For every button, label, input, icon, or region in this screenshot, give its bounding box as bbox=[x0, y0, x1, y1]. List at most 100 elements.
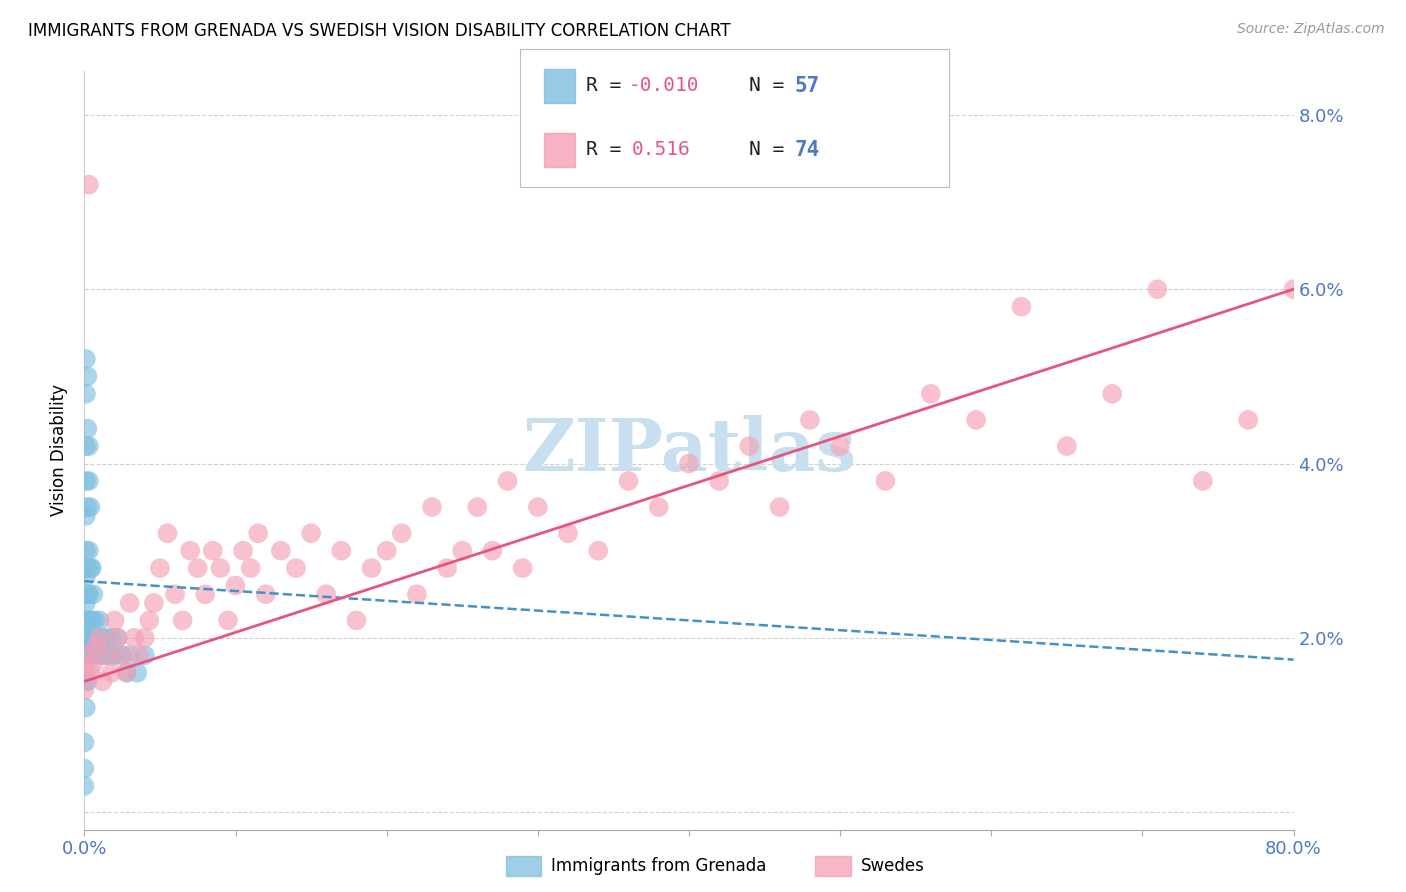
Text: N =: N = bbox=[749, 140, 796, 160]
Point bbox=[84, 614, 107, 628]
Text: Swedes: Swedes bbox=[860, 857, 924, 875]
Point bbox=[73, 683, 96, 698]
Point bbox=[247, 526, 270, 541]
Point bbox=[254, 587, 277, 601]
Point bbox=[769, 500, 792, 515]
Point bbox=[96, 648, 118, 663]
Point bbox=[89, 614, 111, 628]
Point bbox=[77, 631, 100, 645]
Point bbox=[77, 648, 100, 663]
Text: ZIPatlas: ZIPatlas bbox=[522, 415, 856, 486]
Point bbox=[799, 413, 821, 427]
Text: IMMIGRANTS FROM GRENADA VS SWEDISH VISION DISABILITY CORRELATION CHART: IMMIGRANTS FROM GRENADA VS SWEDISH VISIO… bbox=[28, 22, 731, 40]
Point bbox=[76, 422, 98, 436]
Point bbox=[115, 665, 138, 680]
Point bbox=[82, 631, 104, 645]
Point bbox=[73, 779, 96, 793]
Point bbox=[75, 508, 97, 523]
Point bbox=[481, 543, 503, 558]
Point bbox=[98, 648, 121, 663]
Point bbox=[406, 587, 429, 601]
Point bbox=[1146, 282, 1168, 296]
Point bbox=[436, 561, 458, 575]
Point bbox=[138, 614, 160, 628]
Point bbox=[76, 631, 98, 645]
Point bbox=[107, 631, 129, 645]
Point bbox=[79, 648, 101, 663]
Point bbox=[738, 439, 761, 453]
Point bbox=[165, 587, 187, 601]
Point bbox=[209, 561, 232, 575]
Point bbox=[270, 543, 292, 558]
Point bbox=[76, 648, 98, 663]
Point bbox=[100, 631, 122, 645]
Point bbox=[330, 543, 353, 558]
Point bbox=[201, 543, 224, 558]
Point bbox=[104, 648, 127, 663]
Point bbox=[527, 500, 550, 515]
Point bbox=[87, 648, 110, 663]
Point bbox=[75, 665, 97, 680]
Point bbox=[76, 648, 98, 663]
Text: N =: N = bbox=[749, 76, 796, 95]
Point bbox=[285, 561, 308, 575]
Point bbox=[75, 700, 97, 714]
Point bbox=[512, 561, 534, 575]
Point bbox=[75, 543, 97, 558]
Point bbox=[75, 474, 97, 488]
Point bbox=[79, 561, 101, 575]
Point bbox=[75, 386, 97, 401]
Point bbox=[79, 614, 101, 628]
Point bbox=[1237, 413, 1260, 427]
Point bbox=[76, 587, 98, 601]
Point bbox=[75, 648, 97, 663]
Point bbox=[127, 665, 149, 680]
Point bbox=[496, 474, 519, 488]
Point bbox=[557, 526, 579, 541]
Point bbox=[142, 596, 165, 610]
Point bbox=[77, 439, 100, 453]
Point bbox=[1101, 386, 1123, 401]
Point bbox=[678, 457, 700, 471]
Point bbox=[76, 674, 98, 689]
Point bbox=[451, 543, 474, 558]
Point bbox=[82, 587, 104, 601]
Point bbox=[617, 474, 640, 488]
Point bbox=[134, 631, 156, 645]
Point bbox=[73, 762, 96, 776]
Text: R =: R = bbox=[586, 140, 645, 160]
Point bbox=[122, 631, 145, 645]
Point bbox=[76, 561, 98, 575]
Point bbox=[96, 648, 118, 663]
Point bbox=[648, 500, 671, 515]
Point bbox=[75, 596, 97, 610]
Point bbox=[118, 596, 141, 610]
Point bbox=[217, 614, 239, 628]
Point bbox=[75, 439, 97, 453]
Point bbox=[232, 543, 254, 558]
Point bbox=[709, 474, 731, 488]
Point bbox=[80, 561, 103, 575]
Point bbox=[467, 500, 489, 515]
Point bbox=[225, 578, 247, 592]
Point bbox=[375, 543, 398, 558]
Point bbox=[77, 614, 100, 628]
Point bbox=[75, 351, 97, 366]
Point bbox=[830, 439, 852, 453]
Point bbox=[73, 735, 96, 749]
Point bbox=[100, 665, 122, 680]
Point bbox=[86, 631, 108, 645]
Text: 57: 57 bbox=[794, 76, 820, 95]
Point bbox=[115, 665, 138, 680]
Point bbox=[77, 178, 100, 192]
Y-axis label: Vision Disability: Vision Disability bbox=[51, 384, 69, 516]
Text: -0.010: -0.010 bbox=[628, 76, 699, 95]
Text: Immigrants from Grenada: Immigrants from Grenada bbox=[551, 857, 766, 875]
Point bbox=[346, 614, 368, 628]
Point bbox=[79, 665, 101, 680]
Point bbox=[179, 543, 201, 558]
Point bbox=[149, 561, 172, 575]
Text: Source: ZipAtlas.com: Source: ZipAtlas.com bbox=[1237, 22, 1385, 37]
Point bbox=[391, 526, 413, 541]
Point bbox=[80, 614, 103, 628]
